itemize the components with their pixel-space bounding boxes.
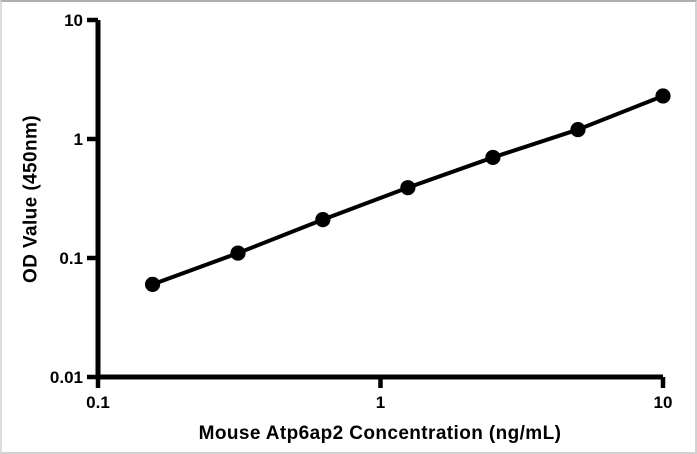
- data-point: [400, 180, 416, 196]
- x-tick-label: 10: [654, 393, 673, 412]
- x-tick-label: 1: [376, 393, 385, 412]
- data-point: [655, 88, 671, 104]
- data-point: [315, 212, 331, 228]
- y-axis-title: OD Value (450nm): [21, 115, 42, 283]
- data-point: [485, 149, 501, 166]
- data-point: [570, 121, 586, 138]
- x-axis-title: Mouse Atp6ap2 Concentration (ng/mL): [199, 423, 562, 444]
- y-tick-label: 0.1: [59, 249, 83, 268]
- data-point: [144, 276, 161, 292]
- y-tick-label: 1: [74, 130, 83, 149]
- data-point: [230, 245, 246, 261]
- y-tick-label: 10: [64, 11, 83, 30]
- x-tick-label: 0.1: [86, 393, 110, 412]
- y-tick-label: 0.01: [50, 368, 83, 387]
